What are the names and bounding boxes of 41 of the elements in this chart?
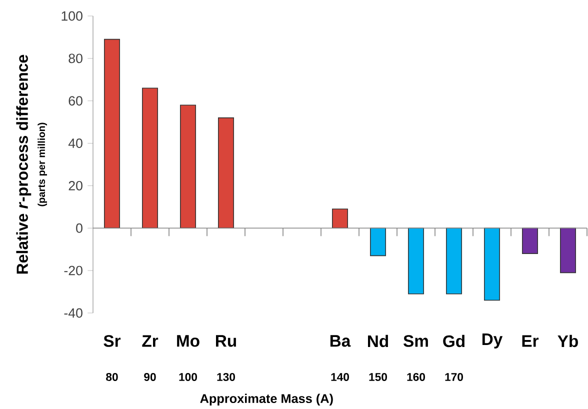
x-tick-label: Sr xyxy=(104,335,121,347)
bar xyxy=(142,88,158,229)
bar xyxy=(446,228,462,294)
y-tick-label: 0 xyxy=(76,223,82,233)
y-tick-label: 40 xyxy=(68,138,82,148)
bar xyxy=(522,228,538,254)
x-tick-label: Ba xyxy=(330,335,351,347)
x-tick-label: Mo xyxy=(177,335,200,347)
y-axis-title: Relative r-process difference xyxy=(16,54,32,274)
text: 150 xyxy=(369,372,387,381)
x-tick-label: Zr xyxy=(142,335,158,347)
y-tick-label: 80 xyxy=(68,54,82,64)
bar xyxy=(408,228,424,294)
text: 80 xyxy=(106,372,118,381)
text: 160 xyxy=(407,372,425,381)
text: 100 xyxy=(179,372,197,381)
x-tick-label: Ru xyxy=(216,335,236,347)
x-tick-label: Gd xyxy=(443,334,464,348)
bar xyxy=(484,228,500,301)
bar xyxy=(180,104,196,229)
bar xyxy=(104,38,120,229)
bar xyxy=(370,228,386,256)
y-tick-label: 60 xyxy=(68,96,82,106)
bar xyxy=(560,228,576,274)
bar xyxy=(332,208,348,229)
y-tick-label: 20 xyxy=(68,180,82,190)
x-tick-label: Nd xyxy=(368,334,388,348)
x-tick-label: Dy xyxy=(482,334,503,348)
y-tick-label: 100 xyxy=(62,11,82,21)
y-tick-label: -40 xyxy=(64,308,82,318)
text: 130 xyxy=(217,372,235,382)
x-tick-label: Er xyxy=(522,335,539,347)
text: 90 xyxy=(144,372,156,381)
x-tick-label: Yb xyxy=(558,334,578,348)
text: (parts per million) xyxy=(38,122,47,206)
x-axis-title: Approximate Mass (A) xyxy=(200,394,333,406)
x-tick-label: Sm xyxy=(404,335,428,347)
y-tick-label: -20 xyxy=(64,266,82,276)
text: 170 xyxy=(445,372,463,381)
bar xyxy=(218,117,234,229)
text: 140 xyxy=(331,372,349,381)
